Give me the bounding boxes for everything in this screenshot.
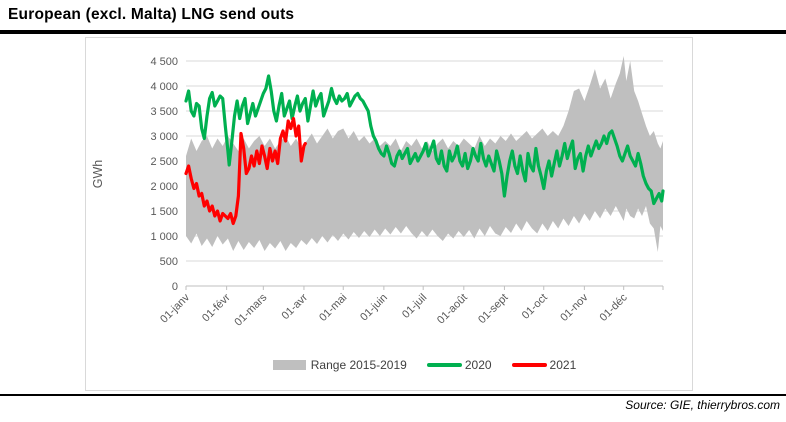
- x-tick-label: 01-déc: [598, 291, 631, 324]
- x-tick-label: 01-juil: [400, 292, 429, 321]
- x-tick-label: 01-août: [435, 292, 470, 327]
- y-tick-label: 1 000: [150, 231, 178, 243]
- x-tick-label: 01-oct: [520, 292, 550, 322]
- line-2021: [184, 116, 307, 226]
- chart-area: GWh 0 500 1 000 1 500 2 000 2 500 3 000 3 500 4 …: [85, 37, 693, 391]
- x-tick-label: 01-sept: [476, 292, 510, 326]
- line-2020: [184, 74, 665, 206]
- range-band-swatch: [272, 360, 306, 370]
- y-tick-label: 500: [160, 256, 178, 268]
- legend: Range 2015-2019 2020 2021: [186, 358, 663, 372]
- legend-item-range: Range 2015-2019: [272, 358, 407, 372]
- x-tick-label: 01-juin: [358, 292, 390, 324]
- x-tick-label: 01-nov: [558, 291, 591, 324]
- band-range-2015-2019: [186, 56, 663, 252]
- y-tick-label: 0: [172, 281, 178, 293]
- y-tick-label: 1 500: [150, 206, 178, 218]
- y-tick-label: 2 000: [150, 181, 178, 193]
- x-tick-label: 01-janv: [158, 291, 192, 325]
- y-tick-label: 4 000: [150, 81, 178, 93]
- line-2021-swatch: [511, 363, 547, 367]
- legend-item-2021: 2021: [511, 358, 577, 372]
- legend-item-2020: 2020: [426, 358, 492, 372]
- x-tick-label: 01-févr: [200, 291, 233, 324]
- y-tick-label: 4 500: [150, 56, 178, 68]
- title-rule: [0, 30, 786, 34]
- chart-title: European (excl. Malta) LNG send outs: [8, 6, 295, 23]
- plot-canvas: 0 500 1 000 1 500 2 000 2 500 3 000 3 500 4 000 4…: [150, 56, 665, 329]
- x-tick-label: 01-avr: [280, 291, 311, 322]
- legend-label-2021: 2021: [549, 358, 577, 372]
- x-tick-label: 01-mars: [232, 291, 269, 328]
- y-tick-label: 2 500: [150, 156, 178, 168]
- line-2020-swatch: [426, 363, 462, 367]
- source-credit: Source: GIE, thierrybros.com: [625, 398, 780, 412]
- legend-label-range: Range 2015-2019: [310, 358, 407, 372]
- y-tick-label: 3 500: [150, 106, 178, 118]
- legend-label-2020: 2020: [464, 358, 492, 372]
- x-tick-label: 01-mai: [317, 292, 349, 324]
- y-tick-label: 3 000: [150, 131, 178, 143]
- bottom-rule: [0, 394, 786, 396]
